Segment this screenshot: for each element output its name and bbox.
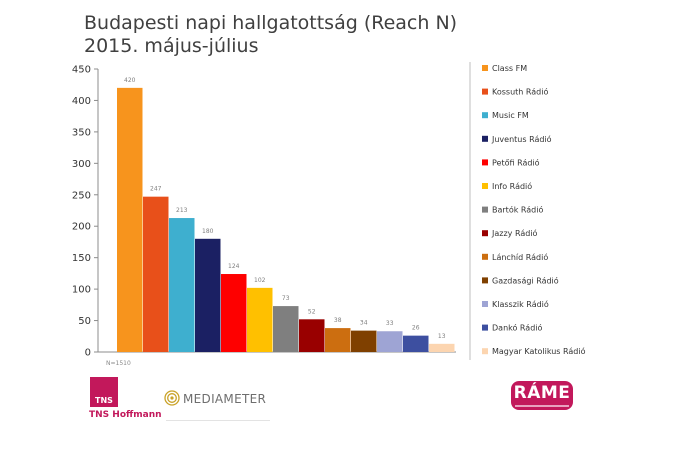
legend-label: Music FM [492, 111, 529, 120]
y-tick-label: 400 [72, 96, 91, 107]
tns-logo-name: TNS Hoffmann [89, 410, 162, 420]
bar-value-label: 26 [412, 325, 420, 332]
bar [221, 274, 247, 352]
legend-label: Dankó Rádió [492, 323, 543, 333]
y-tick-label: 250 [72, 190, 91, 201]
mediameter-logo-text: MEDIAMETER [183, 392, 267, 406]
sample-size-note: N=1510 [106, 360, 131, 367]
legend-label: Klasszik Rádió [492, 299, 549, 309]
bar [143, 196, 169, 352]
tns-logo-box-text: TNS [95, 396, 113, 405]
bar [169, 218, 195, 352]
bar [117, 87, 143, 352]
chart-title: Budapesti napi hallgatottság (Reach N) 2… [84, 12, 504, 58]
mediameter-logo: MEDIAMETER [164, 387, 270, 423]
y-tick-label: 0 [85, 348, 91, 359]
bar-value-label: 180 [202, 228, 214, 235]
tns-logo-box: TNS [90, 377, 118, 407]
bar [299, 319, 325, 352]
mediameter-underline [166, 420, 270, 421]
bar [273, 306, 299, 352]
legend-swatch [482, 206, 488, 213]
chart-title-line2: 2015. május-július [84, 35, 259, 57]
bar-value-label: 38 [334, 317, 342, 324]
rame-logo-subline [515, 405, 569, 407]
legend-swatch [482, 348, 488, 355]
y-tick-label: 450 [72, 65, 91, 76]
chart-title-line1: Budapesti napi hallgatottság (Reach N) [84, 12, 458, 34]
legend-swatch [482, 65, 488, 71]
mediameter-icon [164, 390, 180, 406]
bar-chart: 0 50 100 150 200 250 300 350 400 450 420 247 213 180 1… [72, 62, 586, 360]
legend-swatch [482, 159, 488, 166]
bar [351, 330, 377, 352]
bar-value-label: 247 [150, 186, 162, 193]
y-tick-label: 300 [72, 159, 91, 170]
bar-value-label: 73 [282, 295, 290, 302]
legend-label: Lánchíd Rádió [492, 252, 548, 262]
bar-value-label: 213 [176, 207, 188, 214]
legend-swatch [482, 135, 488, 142]
bar-value-label: 33 [386, 320, 394, 327]
rame-logo-text: RÁME [513, 383, 571, 403]
legend-swatch [482, 230, 488, 237]
legend-swatch [482, 301, 488, 307]
bar-value-label: 13 [438, 333, 446, 340]
rame-logo: RÁME [511, 381, 573, 410]
legend-swatch [482, 253, 488, 260]
bar [377, 331, 403, 352]
bar-value-label: 420 [124, 77, 136, 84]
legend-swatch [482, 112, 488, 119]
bar [403, 335, 429, 352]
legend-label: Info Rádió [492, 181, 532, 191]
legend-swatch [482, 277, 488, 284]
legend-label: Magyar Katolikus Rádió [492, 346, 586, 356]
y-tick-label: 100 [72, 285, 91, 296]
bar [325, 328, 351, 352]
legend-label: Juventus Rádió [491, 134, 552, 144]
legend-label: Gazdasági Rádió [492, 275, 559, 285]
legend-label: Kossuth Rádió [492, 87, 548, 97]
bar-value-label: 102 [254, 277, 266, 284]
y-tick-label: 50 [78, 316, 91, 327]
bar [429, 343, 455, 352]
bar-value-label: 34 [360, 320, 368, 327]
y-tick-label: 350 [72, 127, 91, 138]
legend-label: Class FM [492, 64, 527, 73]
bar [247, 287, 273, 352]
y-tick-label: 150 [72, 253, 91, 264]
bar-value-label: 52 [308, 308, 316, 315]
legend-label: Jazzy Rádió [491, 228, 538, 238]
bar-value-label: 124 [228, 263, 240, 270]
bar [195, 238, 221, 352]
legend-swatch [482, 324, 488, 331]
y-tick-label: 200 [72, 222, 91, 233]
legend-swatch [482, 183, 488, 189]
legend-swatch [482, 88, 488, 95]
legend-label: Bartók Rádió [492, 205, 543, 215]
legend-label: Petőfi Rádió [492, 157, 540, 167]
